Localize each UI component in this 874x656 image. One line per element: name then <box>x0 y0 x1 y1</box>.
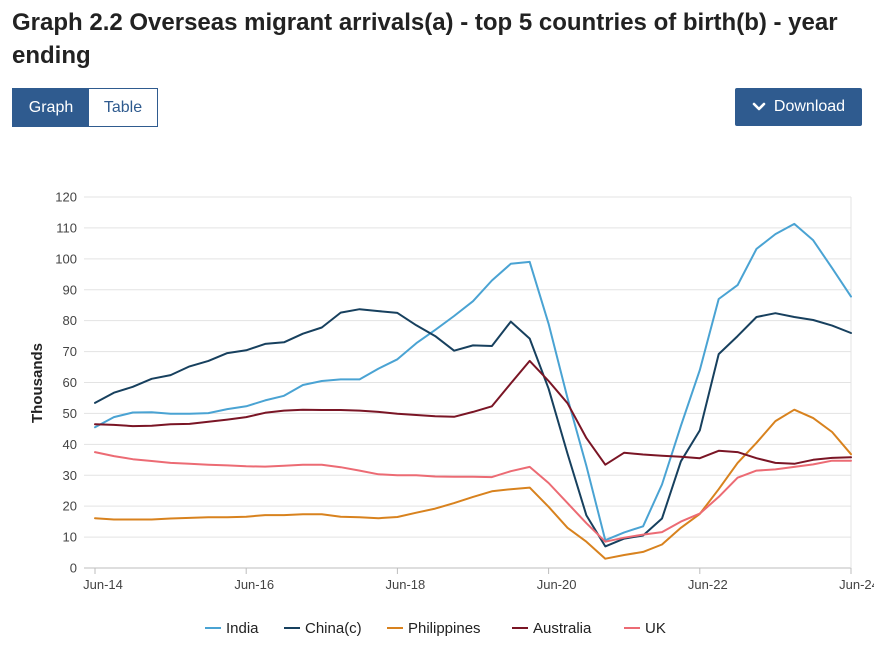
legend-label: Philippines <box>408 620 481 637</box>
x-tick-label: Jun-16 <box>234 577 274 592</box>
y-tick-label: 80 <box>63 313 77 328</box>
y-tick-label: 70 <box>63 344 77 359</box>
legend-label: India <box>226 620 259 637</box>
graph-tab[interactable]: Graph <box>13 89 89 126</box>
series-line-china-c <box>94 308 852 548</box>
y-tick-label: 90 <box>63 282 77 297</box>
series-line-uk <box>94 451 852 543</box>
y-tick-label: 0 <box>70 561 77 576</box>
y-tick-label: 10 <box>63 530 77 545</box>
legend-label: Australia <box>533 620 592 637</box>
y-tick-label: 60 <box>63 375 77 390</box>
x-tick-label: Jun-22 <box>688 577 728 592</box>
x-tick-label: Jun-18 <box>386 577 426 592</box>
y-tick-label: 110 <box>56 220 77 235</box>
y-tick-label: 50 <box>63 406 77 421</box>
legend-label: China(c) <box>305 620 362 637</box>
y-tick-label: 40 <box>63 437 77 452</box>
y-tick-label: 100 <box>55 251 77 266</box>
download-label: Download <box>773 98 846 115</box>
view-toggle: Graph Table <box>12 88 158 127</box>
download-button[interactable]: Download <box>735 88 862 126</box>
y-tick-label: 20 <box>63 499 77 514</box>
table-tab[interactable]: Table <box>89 89 157 126</box>
legend-label: UK <box>645 620 666 637</box>
x-tick-label: Jun-24 <box>839 577 874 592</box>
x-tick-label: Jun-20 <box>537 577 577 592</box>
series-line-australia <box>94 359 852 466</box>
x-tick-label: Jun-14 <box>83 577 123 592</box>
chevron-down-icon <box>752 102 766 111</box>
y-tick-label: 30 <box>63 468 77 483</box>
series-line-philippines <box>94 408 852 560</box>
series-line-india <box>94 222 852 542</box>
page-title: Graph 2.2 Overseas migrant arrivals(a) -… <box>12 9 838 69</box>
y-axis-label: Thousands <box>29 343 46 423</box>
y-tick-label: 120 <box>55 190 77 205</box>
